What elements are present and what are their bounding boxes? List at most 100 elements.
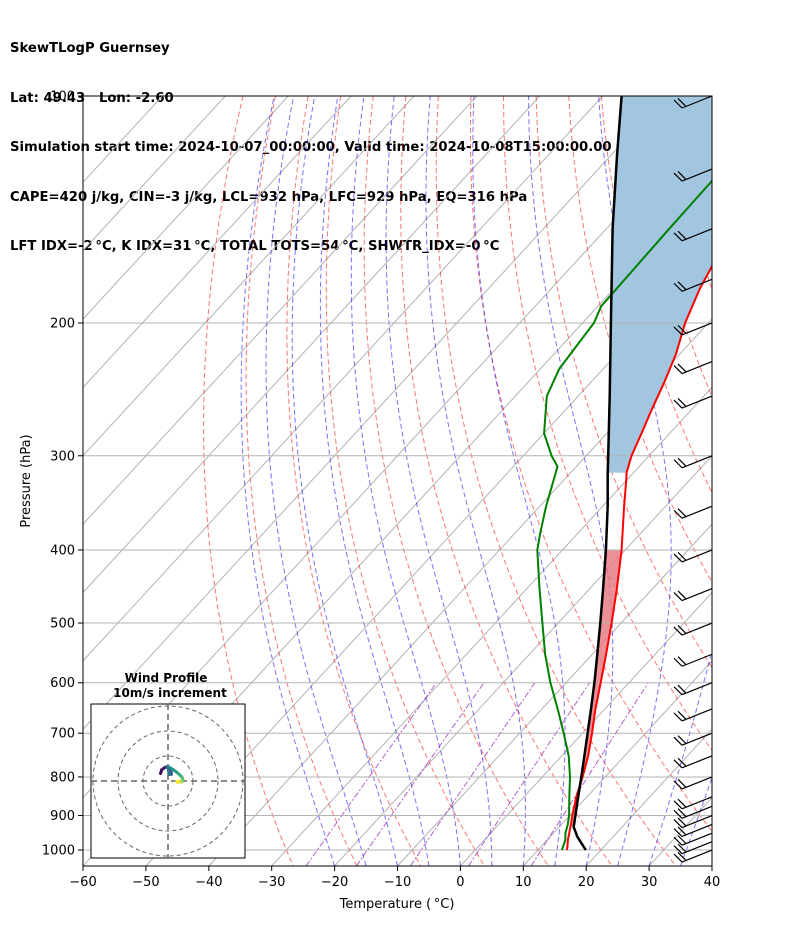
wind-barb	[673, 168, 713, 182]
dry-adiabat-line	[245, 96, 358, 866]
wind-barb-staff	[681, 841, 713, 855]
wind-barb	[673, 832, 713, 846]
dry-adiabat-line	[732, 96, 794, 866]
wind-barb-flag	[677, 798, 687, 808]
mixing-ratio-line	[530, 682, 649, 866]
y-tick-label: 500	[50, 617, 75, 632]
isotherm-line	[460, 591, 712, 866]
moist-adiabat-line	[291, 96, 398, 866]
wind-barb-staff	[681, 849, 713, 863]
wind-barb-flag	[677, 230, 687, 240]
x-tick-label: −10	[384, 875, 411, 890]
wind-barb	[673, 95, 713, 109]
isotherm-line	[83, 96, 352, 389]
wind-barb-staff	[681, 228, 713, 242]
wind-barb	[673, 322, 713, 336]
wind-barb-staff	[681, 455, 713, 469]
y-tick-label: 100	[50, 90, 75, 105]
y-axis-label: Pressure (hPa)	[19, 434, 34, 527]
wind-barb-flag	[677, 97, 687, 107]
x-tick-label: 40	[704, 875, 721, 890]
wind-barb-flag	[673, 800, 683, 810]
moist-adiabat-line	[648, 96, 712, 866]
y-tick-label: 900	[50, 809, 75, 824]
dry-adiabat-line	[435, 96, 677, 866]
mixing-ratio-line	[468, 682, 591, 866]
wind-barb-flag	[673, 736, 683, 746]
wind-barbs	[673, 95, 713, 863]
wind-barb-staff	[681, 168, 713, 182]
y-tick-label: 700	[50, 727, 75, 742]
wind-barb-flag	[677, 281, 687, 291]
wind-barb	[673, 796, 713, 810]
wind-barb-flag	[677, 363, 687, 373]
moist-adiabat-line	[319, 96, 430, 866]
wind-barb-flag	[673, 553, 683, 563]
y-tick-label: 600	[50, 676, 75, 691]
y-tick-label: 200	[50, 316, 75, 331]
x-axis-label: Temperature ( °C)	[339, 897, 455, 912]
hodograph-ring	[117, 730, 219, 832]
wind-barb-flag	[673, 399, 683, 409]
moist-adiabat-line	[385, 96, 493, 866]
isotherm-line	[83, 96, 415, 457]
wind-barb	[673, 732, 713, 746]
wind-barb-flag	[677, 710, 687, 720]
isotherm-line	[83, 96, 541, 594]
wind-barb-flag	[673, 853, 683, 863]
wind-barb	[673, 776, 713, 790]
moist-adiabat-line	[711, 864, 712, 866]
wind-barb-staff	[681, 776, 713, 790]
wind-barb-flag	[673, 759, 683, 769]
wind-barb	[673, 455, 713, 469]
isotherm-line	[145, 249, 712, 866]
wind-barb	[673, 805, 713, 819]
wind-barb-staff	[681, 587, 713, 602]
y-tick-label: 400	[50, 543, 75, 558]
isotherm-line	[334, 455, 712, 866]
x-tick-label: 0	[456, 875, 464, 890]
wind-barb-staff	[681, 322, 713, 336]
wind-barb-flag	[673, 657, 683, 667]
dry-adiabat-line	[363, 96, 549, 866]
wind-barb-staff	[681, 653, 713, 667]
isotherm-line	[585, 728, 712, 866]
station-title: SkewTLogP Guernsey	[10, 41, 170, 56]
profile-traces	[536, 96, 712, 851]
isotherm-line	[397, 523, 712, 866]
wind-barb-staff	[681, 796, 713, 810]
wind-barb	[673, 849, 713, 863]
wind-barb-flag	[673, 836, 683, 846]
y-tick-label: 1000	[42, 844, 75, 859]
wind-barb	[673, 823, 713, 838]
wind-barb-staff	[681, 360, 713, 375]
wind-barb-flag	[677, 826, 687, 836]
wind-barb	[673, 587, 713, 602]
isotherm-line	[208, 318, 712, 866]
wind-barb	[673, 708, 713, 722]
wind-barb-flag	[673, 780, 683, 790]
wind-barb-staff	[681, 708, 713, 722]
simulation-times: Simulation start time: 2024-10-07_00:00:…	[10, 140, 612, 155]
wind-barb-staff	[681, 805, 713, 819]
mixing-ratio-line	[305, 682, 437, 866]
isotherm-line	[83, 96, 666, 730]
station-coordinates: Lat: 49.43 Lon: -2.60	[10, 90, 174, 106]
wind-barb	[673, 841, 713, 855]
wind-barb-flag	[677, 171, 687, 180]
wind-barb	[673, 228, 713, 242]
wind-barb-flag	[673, 232, 683, 242]
isotherm-line	[271, 386, 712, 866]
isotherm-line	[711, 865, 712, 866]
wind-barb-flag	[677, 757, 687, 767]
wind-barb-flag	[677, 551, 687, 561]
isotherm-line	[83, 96, 226, 252]
moist-adiabat-line	[680, 776, 712, 866]
isotherm-line	[522, 660, 712, 866]
isotherm-line	[83, 96, 604, 662]
shaded-regions	[570, 96, 712, 826]
wind-barb-staff	[681, 622, 713, 636]
dry-adiabat-line	[600, 96, 712, 494]
wind-barb	[673, 360, 713, 375]
wind-barb-flag	[677, 398, 687, 407]
